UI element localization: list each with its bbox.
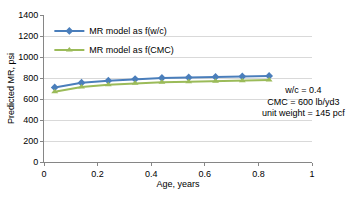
svg-text:Age, years: Age, years [156,179,200,189]
svg-text:0.4: 0.4 [145,169,158,179]
svg-text:MR model as f(w/c): MR model as f(w/c) [89,26,167,36]
svg-text:1400: 1400 [18,10,38,20]
svg-text:600: 600 [23,94,38,104]
svg-text:200: 200 [23,136,38,146]
svg-text:0.6: 0.6 [199,169,212,179]
svg-text:1: 1 [309,169,314,179]
svg-text:0: 0 [41,169,46,179]
svg-text:0: 0 [33,157,38,167]
svg-text:w/c = 0.4CMC = 600 lb/yd3unit: w/c = 0.4CMC = 600 lb/yd3unit weight = 1… [262,85,345,118]
svg-text:MR model as f(CMC): MR model as f(CMC) [89,45,174,55]
svg-text:0.8: 0.8 [252,169,265,179]
svg-text:800: 800 [23,73,38,83]
svg-text:0.2: 0.2 [91,169,104,179]
svg-text:1200: 1200 [18,31,38,41]
svg-text:1000: 1000 [18,52,38,62]
svg-text:Predicted MR, psi: Predicted MR, psi [6,53,16,124]
svg-text:400: 400 [23,115,38,125]
